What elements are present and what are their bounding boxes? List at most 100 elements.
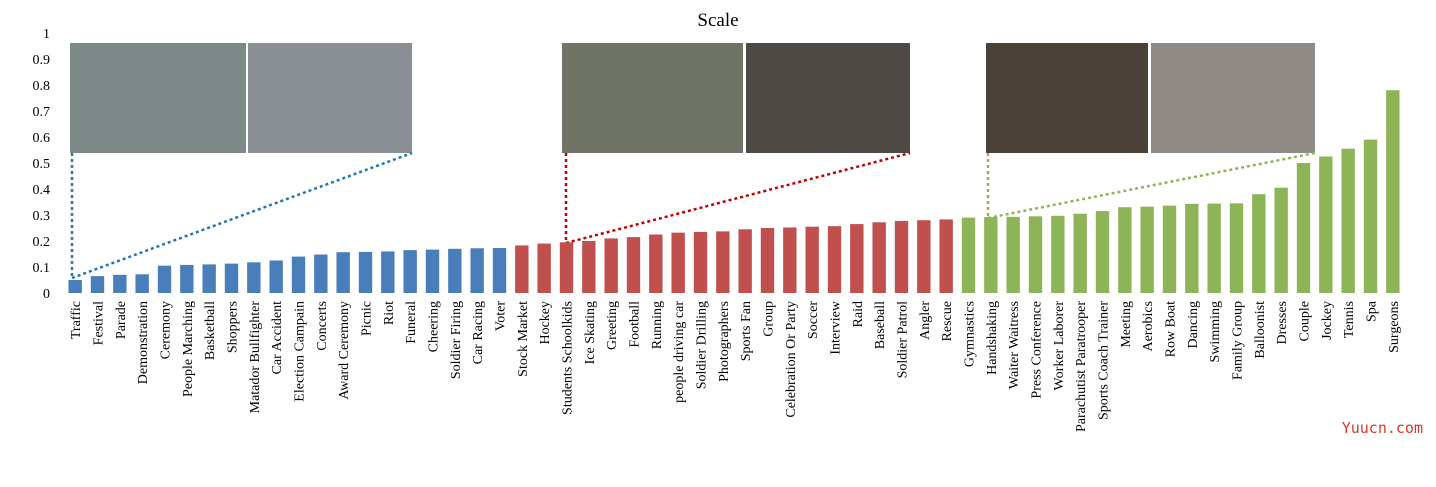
y-tick-label: 0.4 — [33, 183, 51, 198]
bar — [515, 245, 529, 293]
bar — [1073, 213, 1087, 293]
y-tick-label: 0.6 — [33, 131, 51, 146]
connector — [987, 151, 1316, 220]
bar — [157, 265, 172, 293]
bar — [1386, 90, 1400, 293]
x-tick-label: Spa — [1365, 300, 1380, 322]
x-tick-label: Photographers — [717, 301, 732, 382]
bar — [1341, 148, 1355, 293]
x-tick-label: Raid — [851, 301, 866, 327]
x-tick-label: Family Group — [1231, 301, 1246, 380]
x-tick-label: Angler — [918, 301, 933, 340]
y-tick-label: 0.9 — [33, 53, 51, 68]
bar — [247, 262, 261, 293]
x-tick-label: Soldier Firing — [449, 301, 464, 379]
x-tick-label: Running — [650, 301, 665, 349]
x-tick-label: Parachutist Paratrooper — [1074, 301, 1089, 432]
bar — [917, 220, 931, 293]
bar — [1363, 139, 1378, 293]
y-tick-label: 1 — [43, 27, 50, 42]
bar — [1229, 203, 1244, 293]
x-tick-label: Shoppers — [226, 301, 241, 353]
x-tick-label: Dancing — [1186, 301, 1201, 348]
x-tick-label: Worker Laborer — [1052, 301, 1067, 391]
x-tick-label: Gymnastics — [963, 301, 978, 367]
x-tick-label: Ceremony — [159, 301, 174, 359]
bar — [604, 238, 618, 293]
bar — [805, 226, 819, 293]
photos — [70, 43, 1316, 280]
x-tick-label: Dresses — [1275, 301, 1290, 345]
bar — [1051, 215, 1065, 293]
bar — [381, 251, 395, 293]
bar — [291, 256, 306, 293]
bar — [314, 254, 328, 293]
x-tick-label: Concerts — [315, 301, 330, 351]
x-tick-label: Waiter Waitress — [1007, 301, 1022, 389]
x-tick-label: Soldier Drilling — [695, 301, 710, 389]
bar — [1296, 163, 1311, 293]
x-tick-label: Interview — [829, 300, 844, 355]
bar — [1118, 207, 1132, 293]
y-tick-label: 0.7 — [33, 105, 51, 120]
x-tick-label: Car Racing — [471, 301, 486, 364]
x-tick-label: Sports Coach Trainer — [1097, 301, 1112, 420]
x-tick-label: Press Conference — [1030, 301, 1045, 399]
bar — [1207, 203, 1221, 293]
bar — [894, 220, 909, 293]
bar — [671, 232, 685, 293]
bar — [693, 231, 708, 293]
x-tick-label: Celebration Or Party — [784, 301, 799, 418]
connector — [71, 151, 413, 280]
bar — [537, 243, 551, 293]
y-tick-label: 0.1 — [33, 261, 51, 276]
x-tick-label: Soccer — [806, 301, 821, 339]
bar — [1006, 216, 1020, 293]
chart-title: Scale — [697, 10, 738, 31]
bar — [961, 217, 976, 293]
x-tick-label: Matador Bullfighter — [248, 301, 263, 414]
bar — [336, 252, 350, 293]
bar — [1028, 216, 1043, 293]
bar — [403, 250, 417, 293]
bar — [1252, 194, 1266, 293]
x-tick-label: People Marching — [181, 301, 196, 397]
x-tick-label: Surgeons — [1387, 301, 1402, 353]
x-tick-label: Ice Skating — [583, 301, 598, 364]
y-tick-label: 0.3 — [33, 209, 51, 224]
x-tick-label: Meeting — [1119, 301, 1134, 348]
connector — [565, 151, 911, 245]
bar — [470, 248, 484, 293]
x-tick-label: Award Ceremony — [337, 301, 352, 400]
bar — [113, 274, 127, 293]
x-tick-label: Stock Market — [516, 301, 531, 377]
x-tick-label: Voter — [494, 301, 509, 331]
bar — [224, 263, 239, 293]
x-tick-label: Baseball — [873, 301, 888, 349]
x-tick-label: Aerobics — [1141, 301, 1156, 352]
bar — [269, 260, 283, 293]
x-tick-label: Football — [628, 301, 643, 348]
x-tick-label: Basketball — [203, 301, 218, 360]
x-tick-label: Swimming — [1208, 301, 1223, 362]
x-tick-label: Cheering — [427, 301, 442, 352]
x-tick-label: Hockey — [538, 301, 553, 345]
x-tick-label: Greeting — [605, 301, 620, 350]
bar — [1185, 203, 1199, 293]
bar — [738, 229, 752, 293]
bar — [135, 274, 149, 293]
watermark: Yuucn.com — [1342, 419, 1423, 437]
bar — [783, 227, 797, 293]
bar — [180, 264, 194, 293]
x-tick-label: Sports Fan — [739, 301, 754, 361]
bar — [1095, 211, 1110, 293]
bar — [1162, 205, 1177, 293]
bar — [939, 219, 953, 293]
bar — [582, 241, 596, 293]
photo — [986, 43, 1148, 153]
bar — [68, 280, 82, 293]
bar — [358, 251, 373, 293]
x-tick-label: Balloonist — [1253, 301, 1268, 359]
x-tick-label: Funeral — [404, 301, 419, 344]
